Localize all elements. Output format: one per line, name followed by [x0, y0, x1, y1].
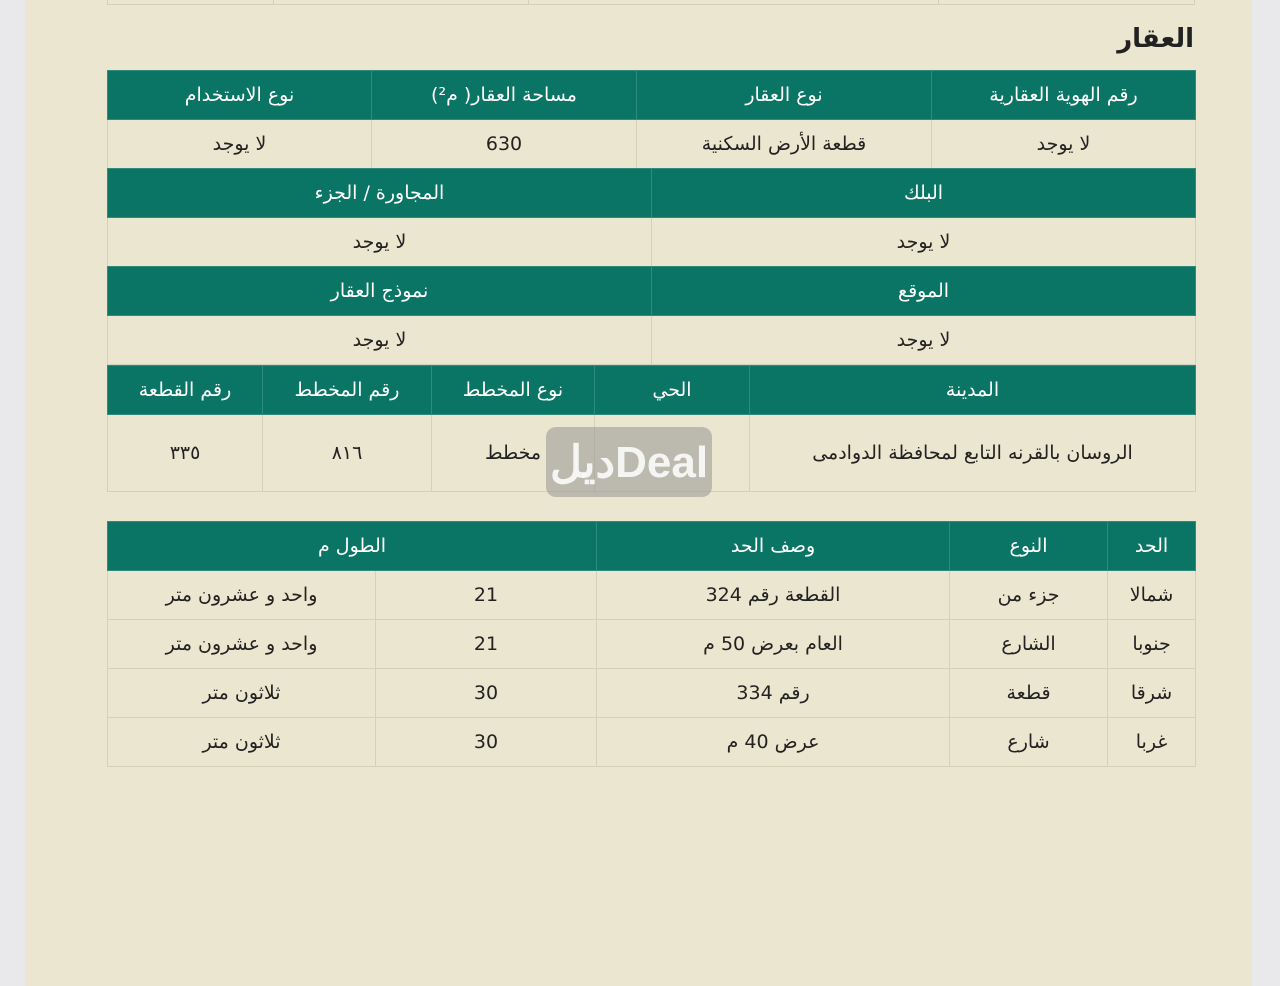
header-cell: نموذج العقار [107, 266, 652, 316]
cell: شمالا [1107, 570, 1197, 620]
cell: عرض 40 م [596, 717, 951, 767]
header-cell: نوع المخطط [431, 365, 595, 415]
cell: شرقا [1107, 668, 1197, 718]
watermark-logo: ديلDeal [546, 427, 712, 497]
section-title: العقار [1117, 24, 1194, 54]
cell: العام بعرض 50 م [596, 619, 951, 669]
cell: جنوبا [1107, 619, 1197, 669]
header-cell: رقم القطعة [107, 365, 263, 415]
value-cell: الروسان بالقرنه التابع لمحافظة الدوادمى [749, 414, 1196, 492]
cell: شارع [949, 717, 1109, 767]
location-table: الموقع نموذج العقار لا يوجد لا يوجد [107, 266, 1196, 365]
table-row: غربا شارع عرض 40 م 30 ثلاثون متر [106, 717, 1197, 767]
value-cell: ٨١٦ [262, 414, 432, 492]
value-cell: لا يوجد [107, 119, 372, 169]
cell: 30 [375, 668, 598, 718]
plan-table: المدينة الحي نوع المخطط رقم المخطط رقم القطع… [107, 365, 1196, 492]
header-cell: مساحة العقار( م²) [371, 70, 637, 120]
cell: ثلاثون متر [106, 668, 377, 718]
cell: 21 [375, 619, 598, 669]
header-cell: نوع العقار [636, 70, 932, 120]
header-cell: المجاورة / الجزء [107, 168, 652, 218]
value-cell: لا يوجد [107, 315, 652, 365]
value-cell: لا يوجد [931, 119, 1196, 169]
header-cell: الموقع [651, 266, 1196, 316]
property-table: رقم الهوية العقارية نوع العقار مساحة العقا… [107, 70, 1196, 169]
cell: 21 [375, 570, 598, 620]
cell: القطعة رقم 324 [596, 570, 951, 620]
header-cell: الحي [594, 365, 750, 415]
value-cell: لا يوجد [107, 217, 652, 267]
value-cell: لا يوجد [651, 217, 1196, 267]
header-cell: النوع [949, 521, 1109, 571]
table-row: شمالا جزء من القطعة رقم 324 21 واحد و عشرون … [106, 570, 1197, 620]
table-row: جنوبا الشارع العام بعرض 50 م 21 واحد و عشرون… [106, 619, 1197, 669]
block-table: البلك المجاورة / الجزء لا يوجد لا يوجد [107, 168, 1196, 267]
header-cell: البلك [651, 168, 1196, 218]
value-cell: 630 [371, 119, 637, 169]
cell: واحد و عشرون متر [106, 570, 377, 620]
cell: 30 [375, 717, 598, 767]
cell: جزء من [949, 570, 1109, 620]
table-row: شرقا قطعة رقم 334 30 ثلاثون متر [106, 668, 1197, 718]
cell: الشارع [949, 619, 1109, 669]
header-cell: الطول م [106, 521, 598, 571]
header-cell: رقم المخطط [262, 365, 432, 415]
value-cell: لا يوجد [651, 315, 1196, 365]
cell: رقم 334 [596, 668, 951, 718]
boundaries-table: الحد النوع وصف الحد الطول م شمالا جزء من القط… [106, 521, 1197, 767]
header-cell: وصف الحد [596, 521, 951, 571]
cell: ثلاثون متر [106, 717, 377, 767]
previous-table-fragment [107, 0, 1195, 5]
cell: غربا [1107, 717, 1197, 767]
header-cell: الحد [1107, 521, 1197, 571]
header-cell: نوع الاستخدام [107, 70, 372, 120]
value-cell: قطعة الأرض السكنية [636, 119, 932, 169]
cell: قطعة [949, 668, 1109, 718]
value-cell: ٣٣٥ [107, 414, 263, 492]
cell: واحد و عشرون متر [106, 619, 377, 669]
header-cell: رقم الهوية العقارية [931, 70, 1196, 120]
header-cell: المدينة [749, 365, 1196, 415]
